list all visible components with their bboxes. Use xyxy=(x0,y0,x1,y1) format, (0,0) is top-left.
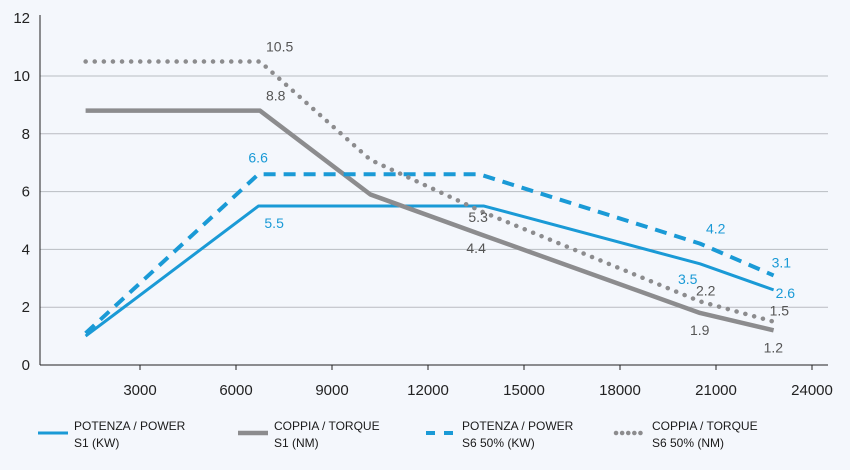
y-tick-label: 2 xyxy=(22,299,30,316)
data-label: 10.5 xyxy=(266,39,293,55)
data-label: 3.5 xyxy=(678,271,698,287)
legend-label: S1 (KW) xyxy=(74,436,119,450)
data-label: 4.4 xyxy=(466,240,486,256)
legend-label: COPPIA / TORQUE xyxy=(274,419,380,433)
y-tick-label: 12 xyxy=(13,10,30,27)
y-tick-label: 0 xyxy=(22,357,30,374)
legend-label: POTENZA / POWER xyxy=(74,419,186,433)
y-tick-label: 6 xyxy=(22,184,30,201)
x-tick-label: 18000 xyxy=(599,382,641,399)
data-label: 2.2 xyxy=(696,282,716,298)
legend-label: S6 50% (NM) xyxy=(652,436,724,450)
data-label: 6.6 xyxy=(248,149,268,165)
x-tick-label: 12000 xyxy=(407,382,449,399)
series-line-2 xyxy=(84,172,775,335)
data-label: 3.1 xyxy=(772,254,792,270)
data-label: 1.2 xyxy=(764,339,784,355)
y-tick-label: 4 xyxy=(22,241,30,258)
legend-label: S6 50% (KW) xyxy=(462,436,535,450)
x-tick-label: 3000 xyxy=(123,382,156,399)
data-label: 5.3 xyxy=(468,209,488,225)
y-tick-label: 8 xyxy=(22,126,30,143)
legend-label: COPPIA / TORQUE xyxy=(652,419,758,433)
data-label: 1.5 xyxy=(770,303,790,319)
legend-label: POTENZA / POWER xyxy=(462,419,574,433)
x-tick-label: 6000 xyxy=(219,382,252,399)
data-label: 4.2 xyxy=(706,221,726,237)
data-label: 8.8 xyxy=(266,88,286,104)
legend-label: S1 (NM) xyxy=(274,436,319,450)
data-label: 2.6 xyxy=(776,285,796,301)
data-label: 5.5 xyxy=(264,215,284,231)
x-tick-label: 9000 xyxy=(315,382,348,399)
x-tick-label: 24000 xyxy=(791,382,833,399)
series-line-3 xyxy=(83,59,776,324)
x-tick-label: 21000 xyxy=(695,382,737,399)
series-line-1 xyxy=(85,108,775,333)
series-line-0 xyxy=(84,204,775,338)
y-tick-label: 10 xyxy=(13,68,30,85)
x-tick-label: 15000 xyxy=(503,382,545,399)
data-label: 1.9 xyxy=(690,322,710,338)
